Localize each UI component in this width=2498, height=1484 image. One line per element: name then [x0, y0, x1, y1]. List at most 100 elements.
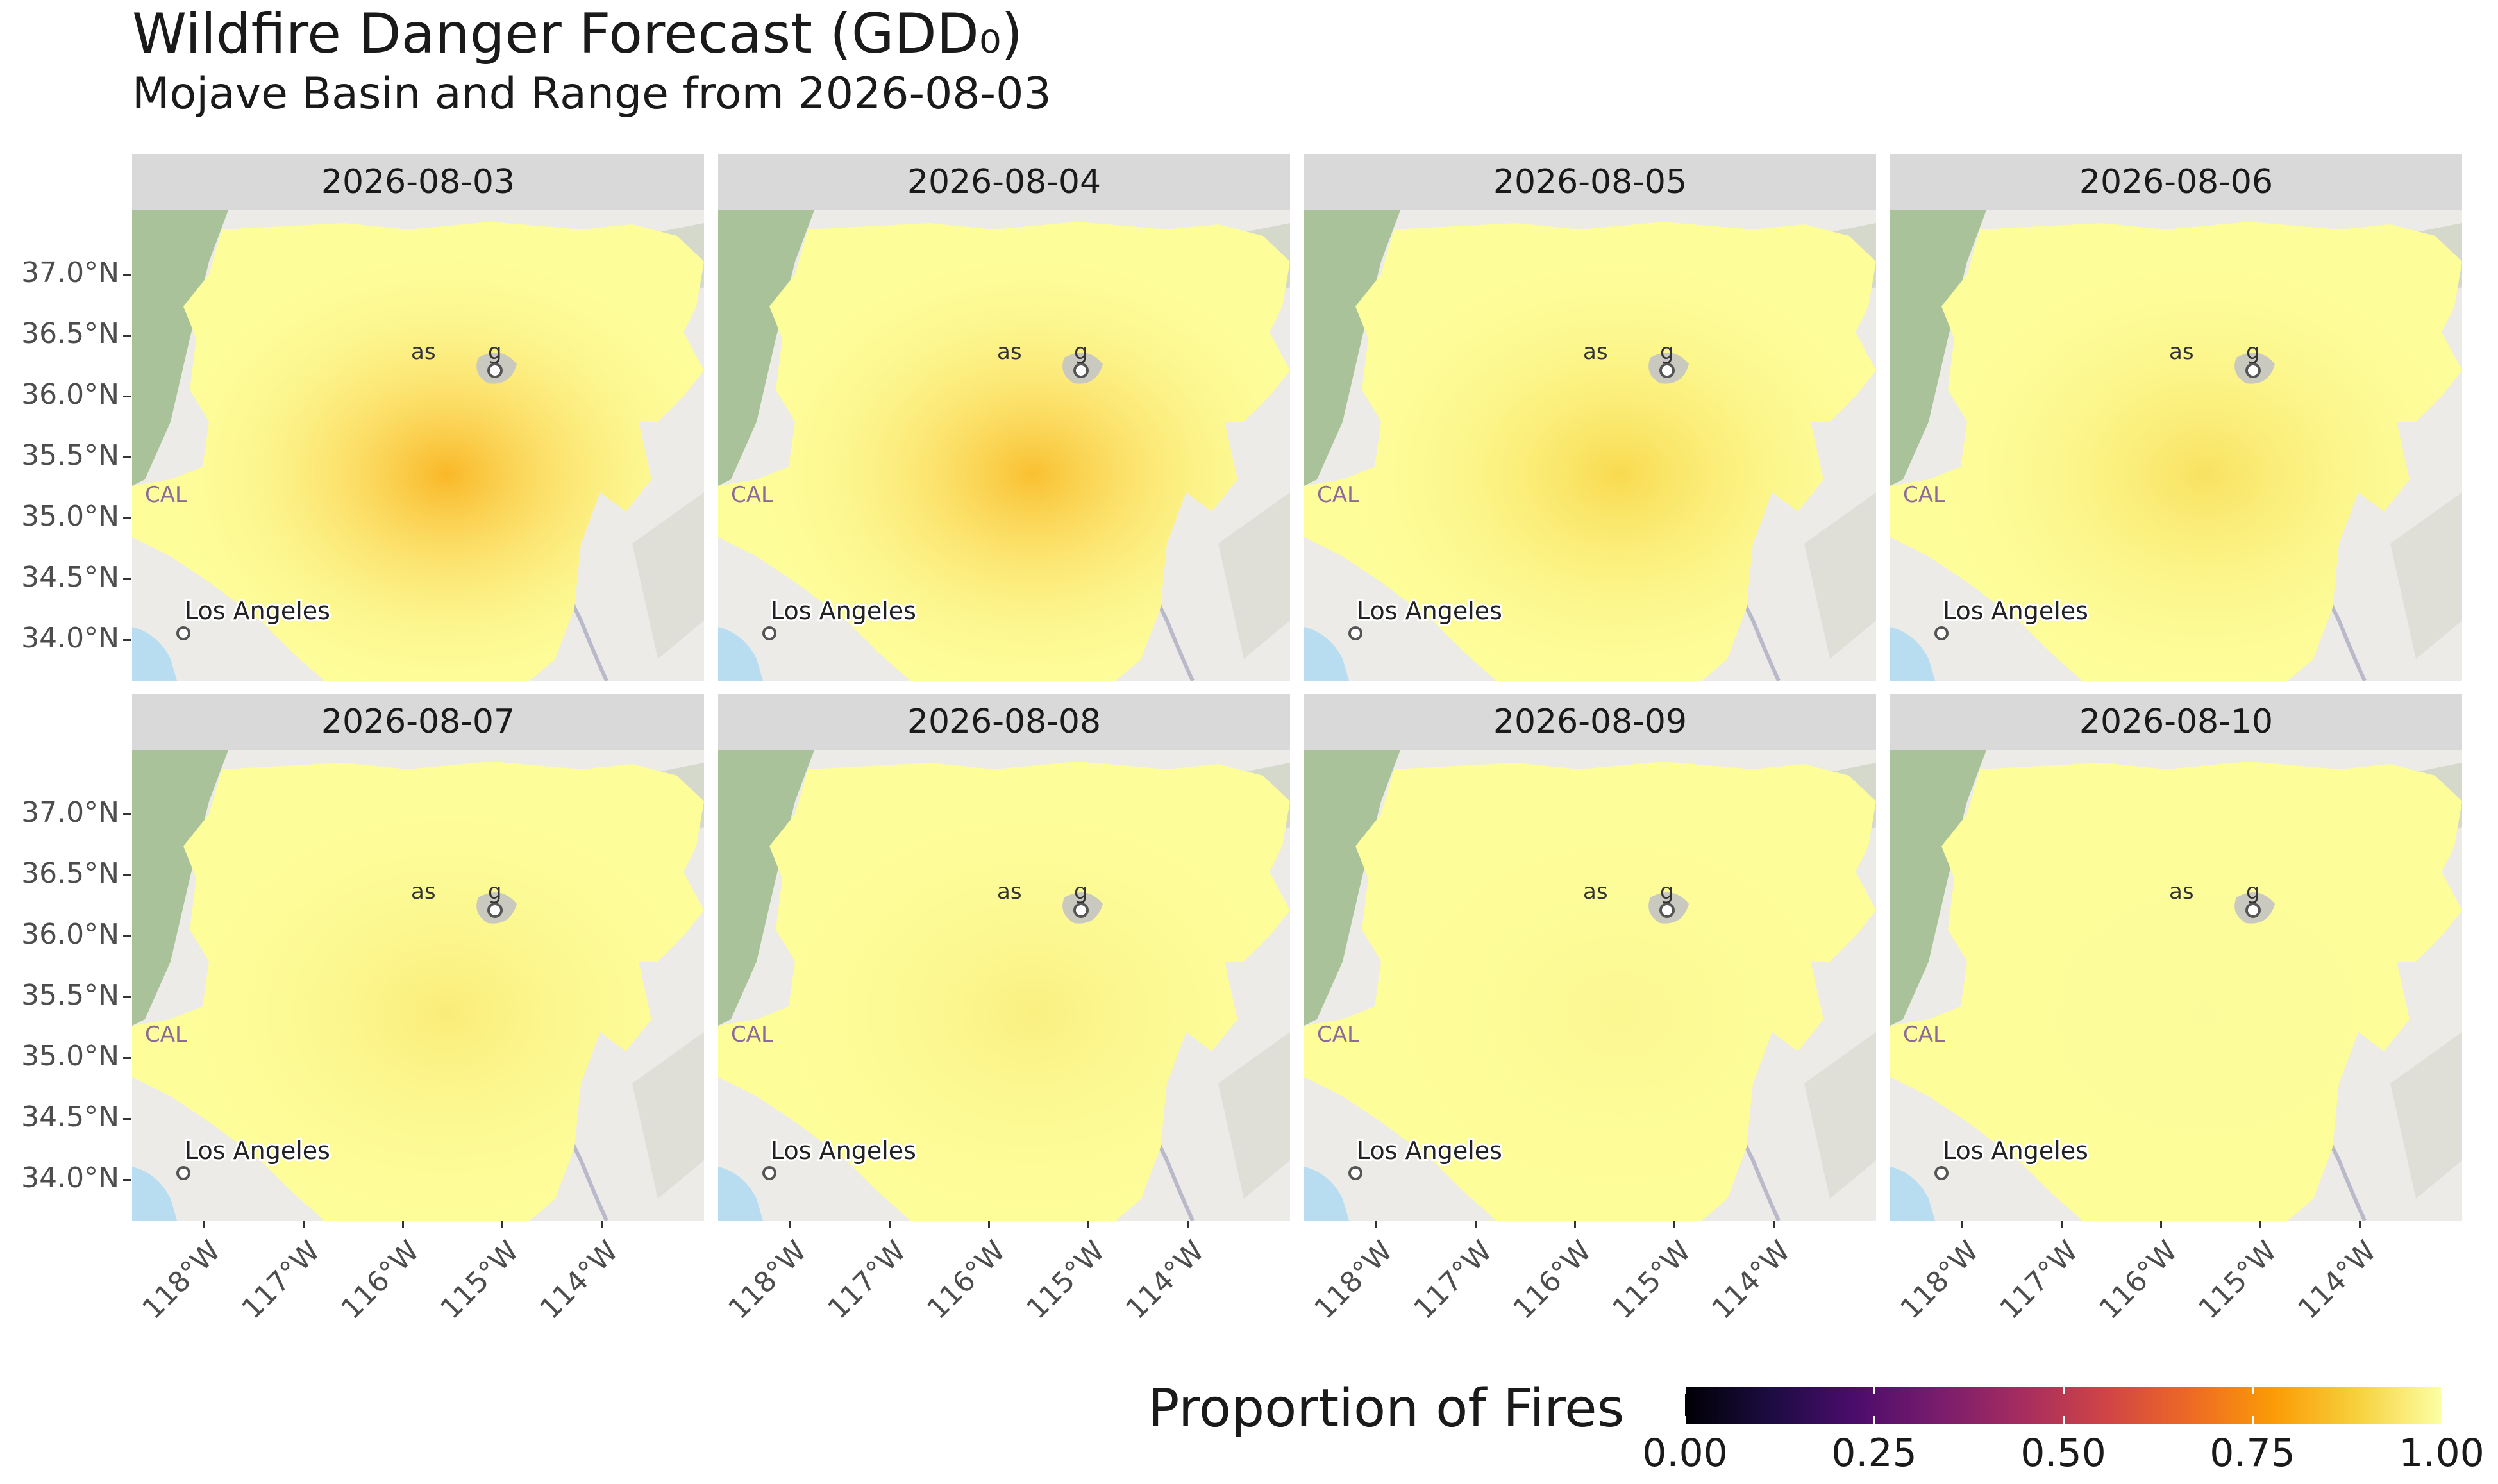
- las-vegas-label: g: [1074, 339, 1088, 365]
- legend-title: Proportion of Fires: [1148, 1378, 1625, 1439]
- colorbar-tick-mark: [2063, 1416, 2065, 1424]
- x-tick-label: 117°W: [1407, 1235, 1499, 1326]
- terrain-shading: [2390, 492, 2462, 659]
- las-vegas-marker: [2245, 903, 2261, 918]
- y-tick-mark: [123, 456, 131, 458]
- x-tick-mark: [1773, 1221, 1775, 1228]
- los-angeles-label: Los Angeles: [771, 597, 916, 625]
- las-vegas-label: g: [488, 879, 502, 905]
- facet-strip-label: 2026-08-06: [1890, 154, 2462, 210]
- colorbar-tick-mark: [1684, 1416, 1686, 1424]
- x-tick-label: 118°W: [722, 1235, 814, 1326]
- forest-terrain: [718, 750, 814, 1026]
- x-tick-mark: [1475, 1221, 1477, 1228]
- x-tick-mark: [303, 1221, 305, 1228]
- x-tick-mark: [789, 1221, 791, 1228]
- x-tick-mark: [1961, 1221, 1963, 1228]
- x-tick-label: 114°W: [1119, 1235, 1211, 1326]
- colorbar-tick-label: 0.50: [2020, 1431, 2106, 1476]
- facet-panel: 2026-08-08 as g CAL Los Angeles: [718, 694, 1290, 1221]
- x-tick-label: 116°W: [1507, 1235, 1598, 1326]
- terrain-shading: [1218, 1032, 1290, 1199]
- los-angeles-label: Los Angeles: [1943, 1137, 2088, 1165]
- x-tick-label: 118°W: [1894, 1235, 1986, 1326]
- water-ocean: [132, 627, 177, 681]
- colorbar-tick-label: 0.00: [1642, 1431, 1728, 1476]
- x-tick-mark: [1087, 1221, 1089, 1228]
- colorbar-tick-label: 0.75: [2209, 1431, 2295, 1476]
- y-tick-mark: [123, 396, 131, 397]
- x-tick-mark: [501, 1221, 503, 1228]
- map-area: as g CAL Los Angeles: [718, 750, 1290, 1221]
- water-ocean: [718, 627, 763, 681]
- state-label: CAL: [731, 1022, 773, 1047]
- las-vegas-label: as: [1583, 879, 1608, 905]
- forest-terrain: [718, 210, 814, 486]
- x-tick-label: 115°W: [2192, 1235, 2284, 1326]
- y-tick-label: 34.5°N: [21, 561, 119, 594]
- x-tick-label: 114°W: [1706, 1235, 1797, 1326]
- y-tick-mark: [123, 335, 131, 337]
- las-vegas-label: g: [1660, 879, 1674, 905]
- y-tick-label: 34.5°N: [21, 1101, 119, 1133]
- chart-title: Wildfire Danger Forecast (GDD₀): [132, 2, 1023, 66]
- x-tick-mark: [2359, 1221, 2361, 1228]
- map-area: as g CAL Los Angeles: [132, 750, 704, 1221]
- colorbar-tick-label: 0.25: [1831, 1431, 1917, 1476]
- state-label: CAL: [145, 1022, 187, 1047]
- las-vegas-label: g: [488, 339, 502, 365]
- las-vegas-label: as: [1583, 339, 1608, 365]
- fire-danger-hotspot: [1304, 762, 1876, 1221]
- x-tick-mark: [402, 1221, 404, 1228]
- colorbar-tick-mark: [2063, 1387, 2065, 1394]
- facet-panel: 2026-08-07 as g CAL Los Angeles: [132, 694, 704, 1221]
- x-tick-label: 116°W: [335, 1235, 426, 1326]
- terrain-shading: [632, 1032, 704, 1199]
- y-tick-label: 36.5°N: [21, 857, 119, 890]
- las-vegas-marker: [1659, 363, 1675, 378]
- y-tick-mark: [123, 639, 131, 641]
- y-tick-label: 34.0°N: [21, 1162, 119, 1194]
- chart-subtitle: Mojave Basin and Range from 2026-08-03: [132, 69, 1052, 119]
- los-angeles-marker: [762, 1166, 776, 1180]
- x-tick-mark: [2259, 1221, 2261, 1228]
- water-ocean: [718, 1167, 763, 1221]
- water-ocean: [1890, 627, 1935, 681]
- state-label: CAL: [1317, 482, 1359, 508]
- los-angeles-label: Los Angeles: [1943, 597, 2088, 625]
- las-vegas-marker: [1073, 363, 1089, 378]
- y-tick-mark: [123, 274, 131, 276]
- map-area: as g CAL Los Angeles: [1304, 210, 1876, 681]
- x-tick-mark: [1187, 1221, 1189, 1228]
- los-angeles-marker: [1934, 626, 1949, 640]
- y-tick-label: 36.5°N: [21, 317, 119, 350]
- las-vegas-label: g: [1660, 339, 1674, 365]
- facet-strip-label: 2026-08-03: [132, 154, 704, 210]
- y-tick-mark: [123, 578, 131, 580]
- los-angeles-label: Los Angeles: [185, 597, 330, 625]
- los-angeles-marker: [762, 626, 776, 640]
- fire-danger-hotspot: [132, 762, 704, 1221]
- facet-panel: 2026-08-05 as g CAL Los Angeles: [1304, 154, 1876, 681]
- x-tick-mark: [1375, 1221, 1377, 1228]
- x-tick-mark: [2160, 1221, 2162, 1228]
- las-vegas-marker: [1073, 903, 1089, 918]
- x-tick-label: 116°W: [921, 1235, 1012, 1326]
- las-vegas-marker: [487, 903, 503, 918]
- terrain-shading: [2390, 1032, 2462, 1199]
- y-tick-mark: [123, 517, 131, 519]
- las-vegas-label: as: [997, 339, 1022, 365]
- forest-terrain: [1890, 210, 1986, 486]
- x-tick-label: 117°W: [1993, 1235, 2085, 1326]
- x-tick-mark: [203, 1221, 205, 1228]
- x-tick-label: 115°W: [1606, 1235, 1698, 1326]
- x-tick-label: 116°W: [2093, 1235, 2184, 1326]
- x-tick-label: 118°W: [1308, 1235, 1400, 1326]
- fire-danger-hotspot: [1890, 222, 2462, 681]
- las-vegas-label: as: [411, 879, 436, 905]
- facet-panel: 2026-08-04 as g CAL Los Angeles: [718, 154, 1290, 681]
- facet-strip-label: 2026-08-10: [1890, 694, 2462, 750]
- y-tick-label: 35.5°N: [21, 439, 119, 472]
- x-tick-label: 117°W: [821, 1235, 913, 1326]
- fire-danger-hotspot: [132, 222, 704, 681]
